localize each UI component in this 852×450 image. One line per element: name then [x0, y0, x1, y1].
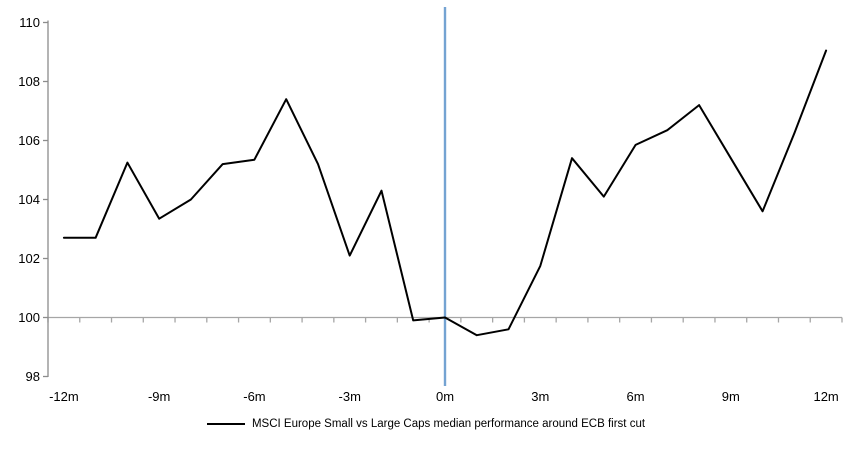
series-line-msci	[62, 49, 828, 337]
x-axis-label: -6m	[243, 389, 265, 404]
x-axis-label: -12m	[49, 389, 79, 404]
y-axis-label: 106	[18, 133, 40, 148]
x-axis-label: 3m	[531, 389, 549, 404]
y-axis-label: 110	[19, 15, 40, 30]
x-axis-label: 6m	[627, 389, 645, 404]
legend-line-sample-icon	[206, 423, 245, 425]
legend: MSCI Europe Small vs Large Caps median p…	[0, 417, 852, 431]
y-axis-label: 100	[18, 310, 40, 325]
y-axis-label: 98	[26, 369, 40, 384]
x-axis-label: 12m	[813, 389, 838, 404]
x-axis-label: -3m	[339, 389, 361, 404]
x-axis-label: -9m	[148, 389, 170, 404]
legend-label: MSCI Europe Small vs Large Caps median p…	[251, 418, 646, 430]
x-axis-label: 9m	[722, 389, 740, 404]
y-axis-label: 104	[18, 192, 40, 207]
y-axis-label: 102	[18, 251, 40, 266]
y-axis-label: 108	[18, 74, 40, 89]
x-axis-label: 0m	[436, 389, 454, 404]
